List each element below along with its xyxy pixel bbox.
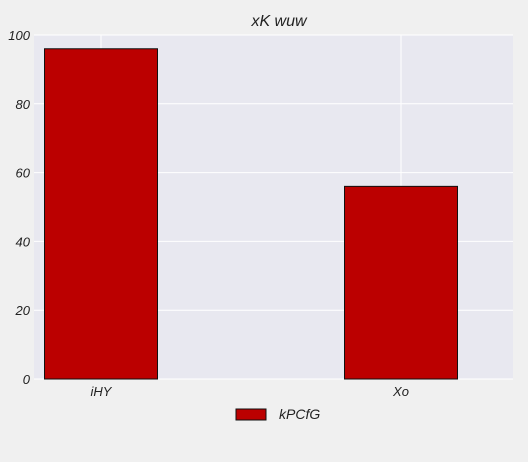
y-tick-label: 20 — [15, 303, 31, 318]
chart-title: xK wuw — [250, 13, 308, 30]
x-tick-label: Xo — [392, 384, 409, 399]
y-tick-labels: 0 20 40 60 80 100 — [8, 28, 30, 387]
x-tick-labels: iHY Xo — [91, 384, 409, 399]
y-tick-label: 100 — [8, 28, 30, 43]
legend-label: kPCfG — [279, 406, 320, 422]
bar-Xo — [345, 186, 458, 379]
x-tick-label: iHY — [91, 384, 113, 399]
y-tick-label: 60 — [16, 166, 31, 181]
bar-iHY — [45, 49, 158, 379]
y-tick-label: 80 — [16, 97, 31, 112]
legend: kPCfG — [236, 406, 320, 422]
y-tick-label: 0 — [23, 372, 31, 387]
y-tick-label: 40 — [16, 234, 31, 249]
legend-swatch — [236, 409, 266, 420]
